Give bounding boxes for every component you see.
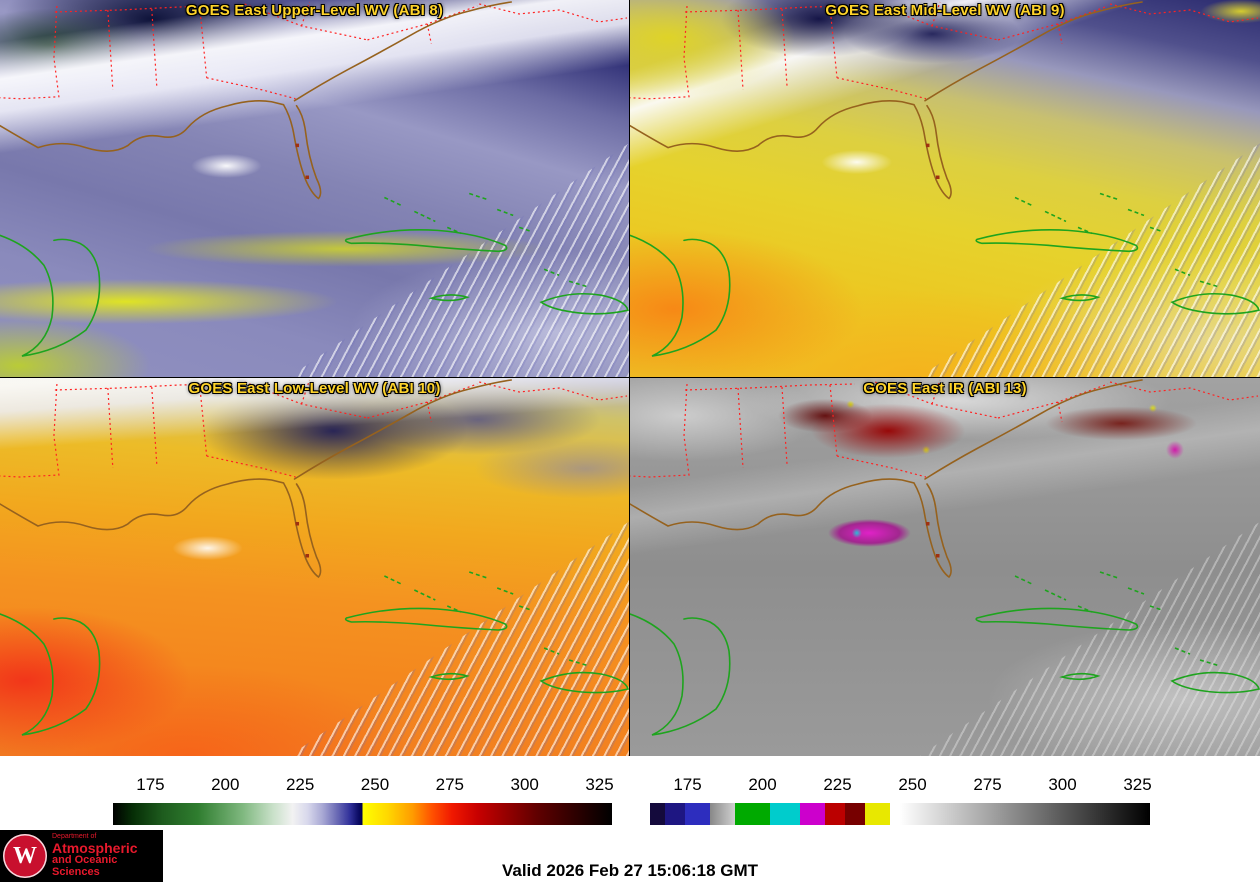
tick-label: 225 [823, 775, 852, 794]
tick-label: 300 [1048, 775, 1077, 794]
panel-ir: GOES East IR (ABI 13) [630, 378, 1260, 756]
panel-low-level-wv: GOES East Low-Level WV (ABI 10) [0, 378, 630, 756]
map-overlay [0, 379, 629, 736]
panel-title-abi13: GOES East IR (ABI 13) [863, 380, 1027, 397]
logo-dept-line: Department of [52, 833, 97, 841]
map-overlay [630, 379, 1260, 736]
panel-title-abi10: GOES East Low-Level WV (ABI 10) [188, 380, 441, 397]
logo-line1: Atmospheric [52, 839, 138, 856]
colorbar-row: 175 200 225 250 275 300 325 175 200 225 … [0, 756, 1260, 830]
uw-crest-icon: W [3, 834, 47, 878]
tick-label: 175 [673, 775, 702, 794]
colorbar-wv-ticks: 175 200 225 250 275 300 325 [113, 756, 614, 800]
footer: W Department of Atmospheric and Oceanic … [0, 830, 1260, 882]
colorbar-ir-gradient [650, 803, 1150, 825]
tick-label: 300 [510, 775, 539, 794]
colorbar-ir-ticks: 175 200 225 250 275 300 325 [650, 756, 1152, 800]
tick-label: 275 [973, 775, 1002, 794]
crest-letter: W [13, 843, 37, 869]
aos-department-logo: W Department of Atmospheric and Oceanic … [0, 830, 163, 882]
panel-title-abi9: GOES East Mid-Level WV (ABI 9) [825, 2, 1065, 19]
tick-label: 175 [136, 775, 165, 794]
map-overlay [0, 1, 629, 357]
tick-label: 275 [435, 775, 464, 794]
colorbar-wv-gradient [113, 803, 612, 825]
tick-label: 325 [585, 775, 614, 794]
panel-upper-level-wv: GOES East Upper-Level WV (ABI 8) [0, 0, 630, 378]
colorbar-wv: 175 200 225 250 275 300 325 [113, 756, 614, 830]
panel-mid-level-wv: GOES East Mid-Level WV (ABI 9) [630, 0, 1260, 378]
logo-text: Department of Atmospheric and Oceanic Sc… [52, 833, 163, 878]
tick-label: 200 [211, 775, 240, 794]
valid-time-label: Valid 2026 Feb 27 15:06:18 GMT [501, 861, 759, 880]
map-overlay [630, 1, 1260, 357]
colorbar-ir: 175 200 225 250 275 300 325 [650, 756, 1152, 830]
tick-label: 250 [898, 775, 927, 794]
logo-line2: and Oceanic Sciences [52, 854, 118, 879]
tick-label: 325 [1123, 775, 1152, 794]
satellite-image-abi13 [630, 378, 1260, 756]
satellite-grid: GOES East Upper-Level WV (ABI 8) GOES Ea… [0, 0, 1260, 756]
panel-title-abi8: GOES East Upper-Level WV (ABI 8) [185, 2, 444, 19]
tick-label: 225 [285, 775, 315, 794]
tick-label: 200 [748, 775, 777, 794]
tick-label: 250 [360, 775, 390, 794]
